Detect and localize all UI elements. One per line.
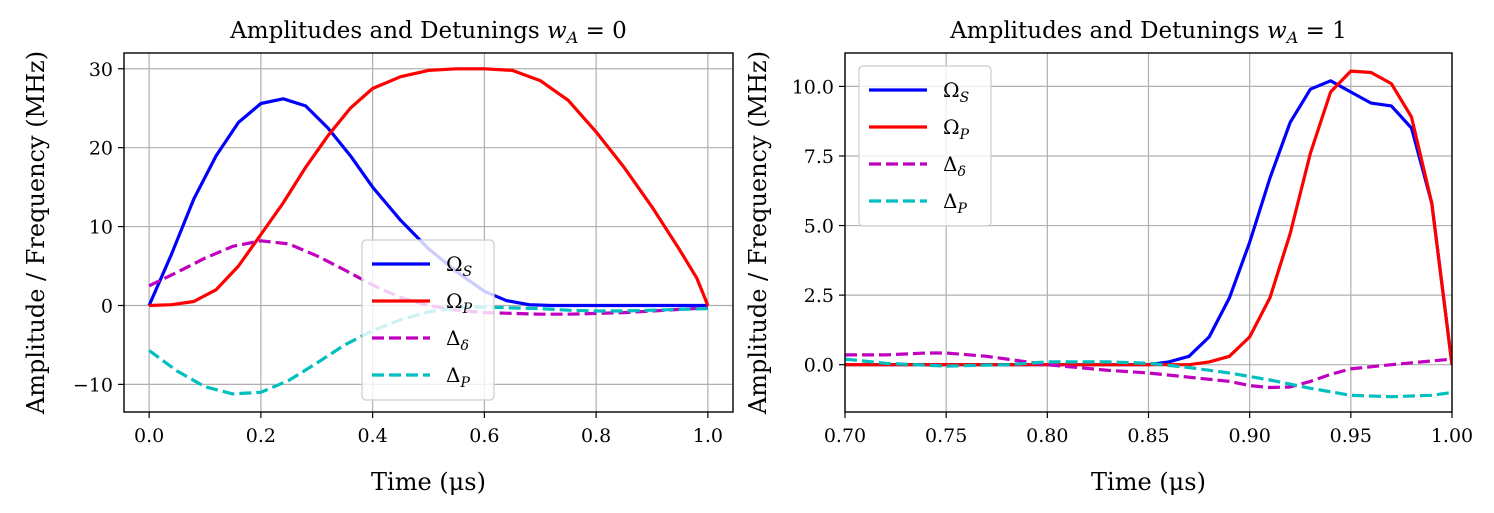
legend-label-2: Δδ xyxy=(446,326,469,354)
left-chart-panel: 0.0 0.2 0.4 0.6 0.8 1.0 −10 0 10 20 30 Amplitudes a… xyxy=(22,18,734,496)
x-tick-label: 0.8 xyxy=(581,425,611,447)
x-tick-label: 0.6 xyxy=(469,425,499,447)
y-tick-label: 10.0 xyxy=(792,76,834,98)
series-line-2 xyxy=(148,239,708,316)
legend-label-subscript: P xyxy=(956,201,967,217)
chart-title-subscript: A xyxy=(1285,28,1299,47)
legend-label-1: ΩP xyxy=(446,289,473,317)
legend-label-symbol: Ω xyxy=(943,115,960,139)
legend-label-subscript: P xyxy=(959,127,970,143)
y-tick-label: −10 xyxy=(73,374,113,396)
y-tick-label: 5.0 xyxy=(804,216,834,238)
legend-label-2: Δδ xyxy=(943,152,966,180)
chart-title-equals: = 1 xyxy=(1298,18,1347,44)
legend-label-subscript: δ xyxy=(460,338,468,354)
legend-box xyxy=(361,239,495,401)
series-line-3 xyxy=(845,357,1452,399)
x-tick-label: 0.2 xyxy=(246,425,276,447)
x-tick-label: 0.70 xyxy=(824,425,866,447)
series-line-1 xyxy=(845,69,1452,367)
legend-label-symbol: Δ xyxy=(943,189,957,213)
chart-title-equals: = 0 xyxy=(578,18,627,44)
x-axis-label: Time (μs) xyxy=(371,468,486,496)
x-tick-label: 0.85 xyxy=(1127,425,1169,447)
y-tick-label: 30 xyxy=(89,59,113,81)
legend-label-3: ΔP xyxy=(446,363,470,391)
chart-title-subscript: A xyxy=(565,28,579,47)
chart-title: Amplitudes and Detunings wA = 0 xyxy=(229,18,627,47)
series-line-2 xyxy=(845,351,1452,390)
grid xyxy=(124,53,733,412)
x-tick-label: 0.4 xyxy=(358,425,388,447)
legend-label-symbol: Ω xyxy=(446,289,463,313)
y-tick-label: 10 xyxy=(89,217,113,239)
x-tick-label: 0.80 xyxy=(1026,425,1068,447)
chart-title: Amplitudes and Detunings wA = 1 xyxy=(949,18,1347,47)
legend-label-subscript: P xyxy=(462,301,473,317)
legend-label-0: ΩS xyxy=(943,78,969,106)
chart-title-text: Amplitudes and Detunings xyxy=(949,18,1267,44)
chart-title-variable: w xyxy=(1267,18,1287,44)
legend-label-subscript: P xyxy=(459,375,470,391)
legend-label-symbol: Ω xyxy=(943,78,960,102)
chart-title-variable: w xyxy=(547,18,567,44)
legend-label-symbol: Δ xyxy=(446,326,460,350)
y-tick-label: 20 xyxy=(89,138,113,160)
x-tick-label: 0.0 xyxy=(134,425,164,447)
series-group xyxy=(845,69,1452,399)
legend-label-symbol: Δ xyxy=(446,363,460,387)
x-tick-label: 1.0 xyxy=(693,425,723,447)
series-line-0 xyxy=(147,97,708,308)
x-tick-label: 1.00 xyxy=(1431,425,1473,447)
chart-title-text: Amplitudes and Detunings xyxy=(229,18,547,44)
legend-box xyxy=(858,65,992,227)
legend-label-3: ΔP xyxy=(943,189,967,217)
y-axis-label: Amplitude / Frequency (MHz) xyxy=(744,51,772,415)
series-line-1 xyxy=(149,67,710,308)
legend-label-subscript: δ xyxy=(957,164,965,180)
axes-frame xyxy=(123,52,734,413)
right-chart-panel: 0.70 0.75 0.80 0.85 0.90 0.95 1.00 0.0 2.5 5.0 7.5… xyxy=(744,18,1473,496)
legend-label-subscript: S xyxy=(960,90,970,106)
legend-label-symbol: Ω xyxy=(446,252,463,276)
x-axis-label: Time (μs) xyxy=(1091,468,1206,496)
legend-label-symbol: Δ xyxy=(943,152,957,176)
y-axis-label: Amplitude / Frequency (MHz) xyxy=(22,51,50,415)
y-tick-label: 2.5 xyxy=(804,285,834,307)
x-tick-label: 0.75 xyxy=(925,425,967,447)
y-tick-label: 0.0 xyxy=(804,355,834,377)
legend-label-1: ΩP xyxy=(943,115,970,143)
legend-label-0: ΩS xyxy=(446,252,472,280)
x-tick-label: 0.95 xyxy=(1330,425,1372,447)
x-tick-label: 0.90 xyxy=(1229,425,1271,447)
legend-label-subscript: S xyxy=(463,264,473,280)
y-tick-label: 7.5 xyxy=(804,146,834,168)
y-tick-label: 0 xyxy=(101,295,113,317)
